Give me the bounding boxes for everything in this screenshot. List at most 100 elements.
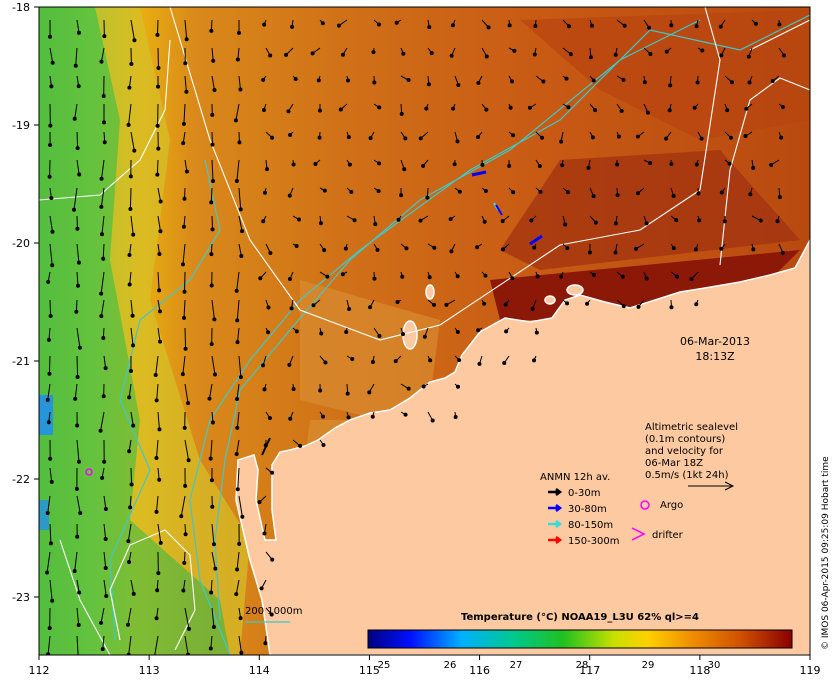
velocity-arrow-head (317, 135, 322, 140)
velocity-arrow-head (532, 358, 537, 363)
velocity-arrow-head (48, 143, 53, 148)
velocity-arrow (102, 635, 105, 650)
velocity-arrow-head (483, 273, 488, 278)
velocity-arrow-head (510, 79, 515, 84)
velocity-arrow-head (235, 487, 240, 492)
velocity-arrow-head (395, 299, 400, 304)
velocity-arrow (157, 411, 160, 430)
velocity-arrow-head (237, 30, 242, 35)
velocity-arrow-head (213, 566, 218, 571)
velocity-arrow-head (210, 420, 215, 425)
velocity-arrow (211, 159, 214, 182)
velocity-arrow-head (675, 274, 680, 279)
colorbar-tick-label: 28 (576, 660, 589, 671)
velocity-arrow (184, 439, 190, 461)
velocity-arrow-head (127, 449, 132, 454)
argo-legend-label: Argo (660, 500, 683, 511)
velocity-arrow-head (262, 531, 267, 536)
velocity-arrow-head (156, 66, 161, 71)
lon-label: 113 (139, 664, 160, 677)
velocity-arrow-head (399, 193, 404, 198)
argo-legend-icon (640, 500, 650, 510)
velocity-arrow-head (209, 342, 214, 347)
velocity-arrow-head (311, 303, 316, 308)
velocity-arrow-head (674, 218, 679, 223)
velocity-arrow-head (403, 412, 408, 417)
velocity-arrow-head (181, 141, 186, 146)
velocity-arrow-head (633, 246, 638, 251)
velocity-arrow-head (664, 49, 669, 54)
velocity-arrow (130, 19, 135, 41)
velocity-arrow-head (345, 78, 350, 83)
velocity-arrow-head (126, 122, 131, 127)
velocity-arrow-head (340, 52, 345, 57)
velocity-arrow (210, 579, 213, 593)
velocity-arrow-head (103, 566, 108, 571)
velocity-arrow-head (99, 291, 104, 296)
velocity-arrow (157, 327, 161, 342)
velocity-arrow-head (263, 641, 268, 646)
velocity-arrow (75, 47, 78, 66)
velocity-arrow-head (322, 188, 327, 193)
velocity-arrow (48, 355, 51, 374)
velocity-arrow (211, 551, 216, 569)
velocity-arrow (76, 131, 79, 149)
velocity-arrow-head (532, 245, 537, 250)
velocity-arrow-head (286, 109, 291, 114)
velocity-arrow-head (76, 283, 81, 288)
velocity-arrow (100, 411, 105, 431)
velocity-arrow-head (350, 357, 355, 362)
velocity-arrow-head (49, 84, 54, 89)
velocity-arrow-head (480, 162, 485, 167)
velocity-arrow-head (592, 272, 597, 277)
velocity-arrow-head (535, 274, 540, 279)
velocity-arrow-head (367, 390, 372, 395)
velocity-arrow-head (502, 360, 507, 365)
velocity-arrow-head (132, 148, 137, 153)
velocity-arrow-head (127, 282, 132, 287)
velocity-arrow-head (212, 88, 217, 93)
velocity-arrow-head (208, 456, 213, 461)
velocity-arrow (76, 635, 79, 655)
velocity-arrow-head (456, 82, 461, 87)
velocity-arrow (211, 355, 216, 375)
velocity-arrow-head (128, 206, 133, 211)
velocity-arrow-head (186, 626, 191, 631)
velocity-arrow-head (779, 135, 784, 140)
velocity-arrow-head (482, 219, 487, 224)
velocity-arrow (238, 495, 243, 517)
velocity-arrow (156, 19, 159, 35)
velocity-arrow-head (427, 275, 432, 280)
velocity-arrow-head (455, 329, 460, 334)
velocity-arrow-head (184, 169, 189, 174)
velocity-arrow-head (719, 190, 724, 195)
velocity-arrow-head (729, 80, 734, 85)
velocity-arrow-head (181, 224, 186, 229)
velocity-arrow-head (406, 78, 411, 83)
velocity-arrow-head (425, 195, 430, 200)
velocity-arrow-head (235, 57, 240, 62)
velocity-arrow-head (565, 190, 570, 195)
velocity-arrow-head (181, 588, 186, 593)
velocity-arrow-head (75, 146, 80, 151)
velocity-arrow-head (102, 459, 107, 464)
velocity-arrow-head (157, 252, 162, 257)
velocity-arrow (184, 607, 190, 629)
velocity-arrow-head (158, 540, 163, 545)
velocity-arrow (130, 215, 134, 235)
velocity-arrow-head (266, 305, 271, 310)
velocity-arrow-head (418, 136, 423, 141)
velocity-arrow-head (613, 250, 618, 255)
velocity-arrow (236, 383, 240, 400)
velocity-arrow-head (45, 511, 50, 516)
velocity-arrow (100, 47, 105, 62)
velocity-arrow (103, 579, 107, 597)
velocity-arrow-head (699, 136, 704, 141)
velocity-arrow (74, 103, 78, 119)
velocity-arrow-head (537, 164, 542, 169)
velocity-arrow-head (349, 190, 354, 195)
legend-swatch (548, 504, 563, 512)
altimetry-note-line: and velocity for (645, 446, 724, 457)
velocity-arrow-head (452, 162, 457, 167)
velocity-arrow (180, 495, 186, 517)
